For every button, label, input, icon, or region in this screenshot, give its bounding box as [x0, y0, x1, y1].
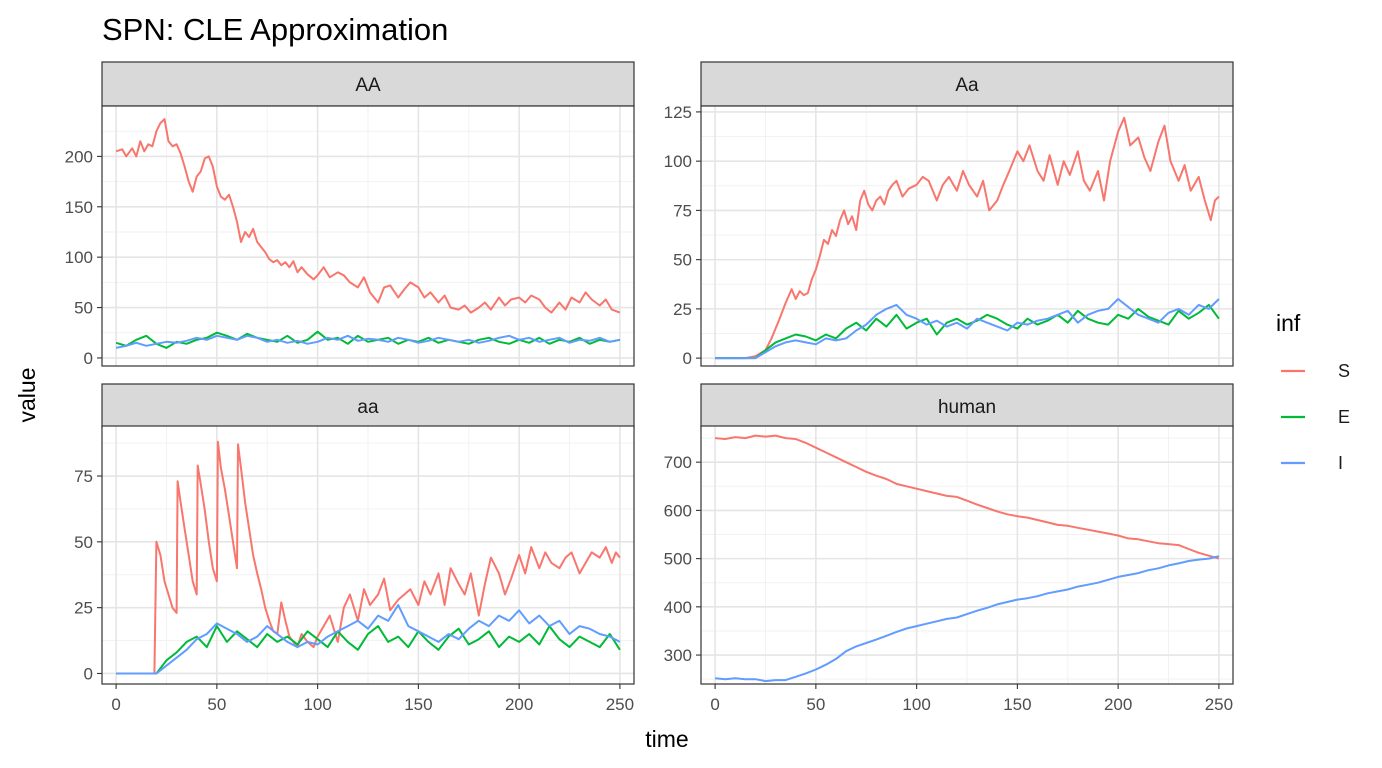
x-tick-label: 100 — [303, 695, 331, 714]
legend-title: inf — [1276, 310, 1301, 336]
legend-entry-E: E — [1281, 407, 1350, 427]
y-tick-label: 75 — [673, 201, 692, 220]
y-tick-label: 25 — [74, 599, 93, 618]
panel-border — [700, 105, 1234, 367]
panel-Aa: Aa 0 25 50 75 100 125 — [664, 61, 1234, 368]
x-tick-label: 100 — [902, 695, 930, 714]
x-tick-label: 250 — [1205, 695, 1233, 714]
series-line-E — [116, 625, 621, 675]
x-tick-label: 50 — [207, 695, 226, 714]
legend-label: E — [1338, 407, 1350, 427]
chart-title: SPN: CLE Approximation — [102, 12, 448, 47]
y-tick-label: 700 — [664, 453, 692, 472]
y-tick-label: 400 — [664, 598, 692, 617]
x-tick-label: 150 — [1003, 695, 1031, 714]
y-tick-label: 100 — [65, 248, 93, 267]
facet-panels: AA 0 50 100 150 200 Aa 0 25 50 75 100 125 aa 0 25 50 75 0 5… — [65, 61, 1234, 714]
y-tick-label: 500 — [664, 550, 692, 569]
y-tick-label: 0 — [683, 349, 692, 368]
panel-border — [101, 425, 635, 685]
x-axis-title: time — [645, 726, 688, 752]
x-tick-label: 0 — [111, 695, 120, 714]
series-line-I — [715, 298, 1220, 360]
facet-strip-label: aa — [357, 397, 379, 418]
panel-human: human 300 400 500 600 700 0 50 100 150 200 250 — [664, 383, 1234, 714]
y-axis-title: value — [14, 368, 40, 423]
x-tick-label: 150 — [404, 695, 432, 714]
series-line-I — [116, 604, 621, 675]
legend-label: S — [1338, 361, 1350, 381]
facet-strip — [101, 383, 635, 429]
y-tick-label: 100 — [664, 152, 692, 171]
series-line-E — [715, 303, 1220, 360]
facet-strip — [700, 383, 1234, 429]
y-tick-label: 0 — [84, 664, 93, 683]
x-tick-label: 250 — [606, 695, 634, 714]
legend-entry-S: S — [1281, 361, 1350, 381]
series-line-I — [115, 334, 621, 349]
panel-aa: aa 0 25 50 75 0 50 100 150 200 250 — [74, 383, 635, 714]
y-tick-label: 25 — [673, 300, 692, 319]
series-line-I — [715, 555, 1220, 683]
y-tick-label: 50 — [74, 299, 93, 318]
y-tick-label: 300 — [664, 646, 692, 665]
y-tick-label: 0 — [84, 349, 93, 368]
x-tick-label: 200 — [1104, 695, 1132, 714]
facet-strip-label: human — [938, 397, 996, 418]
series-line-S — [715, 434, 1220, 560]
series-line-S — [115, 118, 621, 314]
y-tick-label: 125 — [664, 103, 692, 122]
y-tick-label: 50 — [673, 251, 692, 270]
panel-border — [101, 105, 635, 367]
y-tick-label: 75 — [74, 467, 93, 486]
x-tick-label: 200 — [505, 695, 533, 714]
legend: inf S E I — [1276, 310, 1350, 473]
x-tick-label: 50 — [806, 695, 825, 714]
series-line-S — [116, 440, 621, 675]
y-tick-label: 600 — [664, 501, 692, 520]
facet-strip-label: Aa — [955, 75, 979, 96]
y-tick-label: 50 — [74, 533, 93, 552]
facet-strip — [101, 61, 635, 107]
facet-strip-label: AA — [355, 75, 381, 96]
panel-border — [700, 425, 1234, 685]
facet-strip — [700, 61, 1234, 107]
legend-entry-I: I — [1281, 453, 1343, 473]
y-tick-label: 200 — [65, 147, 93, 166]
legend-label: I — [1338, 453, 1343, 473]
x-tick-label: 0 — [710, 695, 719, 714]
series-line-S — [715, 116, 1220, 360]
panel-AA: AA 0 50 100 150 200 — [65, 61, 635, 368]
y-tick-label: 150 — [65, 198, 93, 217]
